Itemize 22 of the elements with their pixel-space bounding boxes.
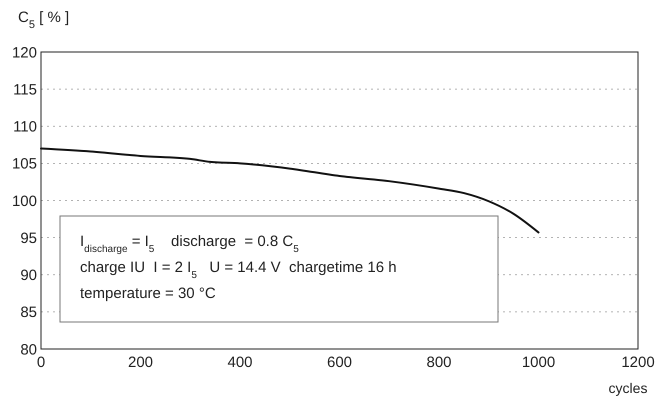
text: I$_{discharge}$ = I$_{5}$ discharge = 0.8 C$_{5}$ [80,233,299,254]
y-axis-title: C$_{5}$ [ % ] [18,9,70,31]
x-axis-title: cycles [608,380,648,396]
x-tick-label: 1000 [522,354,556,371]
x-tick-label: 200 [128,354,154,371]
y-tick-label: 115 [13,81,37,98]
x-tick-label: 0 [36,354,46,371]
annotation: temperature = 30 °C [80,285,216,302]
y-tick-label: 120 [12,44,37,62]
text: charge IU I = 2 I$_{5}$ U = 14.4 V chargetime 16 h [80,259,397,280]
x-tick-label: 1200 [621,354,655,371]
y-tick-label: 95 [20,230,37,247]
x-tick-label: 600 [326,354,352,371]
y-tick-label: 90 [20,267,37,284]
y-tick-label: 80 [20,341,37,358]
y-tick-label: 110 [13,118,37,136]
y-tick-label: 105 [12,156,37,173]
line-series [40,148,540,234]
x-tick-label: 400 [227,354,253,371]
y-tick-label: 100 [12,192,37,210]
x-tick-label: 800 [426,354,452,371]
y-tick-label: 85 [20,304,37,322]
